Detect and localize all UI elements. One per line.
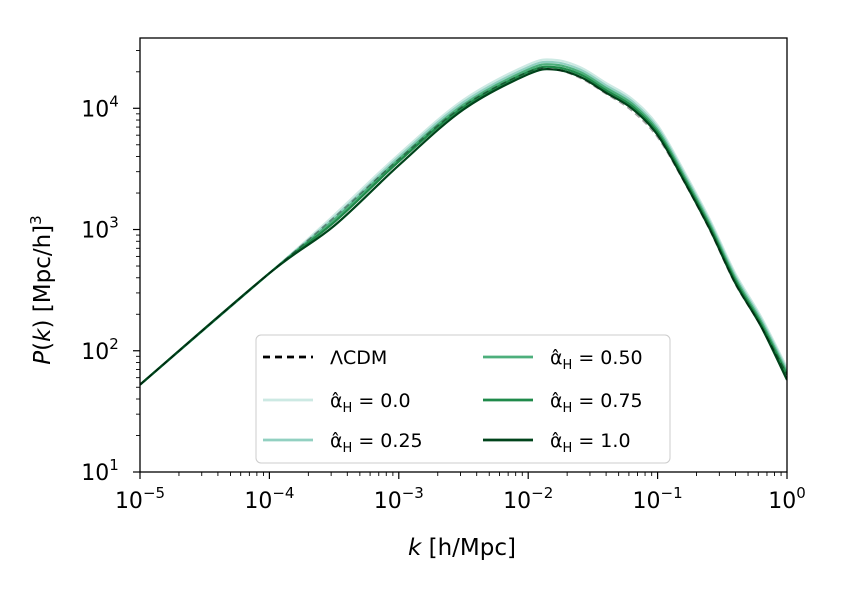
y-tick-label: 101 — [81, 456, 119, 486]
x-tick-label: 10−5 — [115, 484, 165, 514]
plot-area — [139, 37, 788, 473]
legend-label: α̂H = 0.50 — [550, 347, 643, 373]
legend: ΛCDM α̂H = 0.0 α̂H = 0.25 α̂H = 0.50 α̂H = 0… — [255, 334, 671, 464]
y-tick-label: 102 — [81, 335, 119, 365]
curve-alpha-h-1-0 — [140, 68, 787, 386]
y-tick-label: 104 — [81, 92, 119, 122]
x-tick-label: 10−3 — [374, 484, 424, 514]
curve-lcdm — [140, 67, 787, 386]
curves — [140, 58, 787, 386]
legend-label: ΛCDM — [330, 347, 387, 369]
legend-label: α̂H = 0.0 — [330, 390, 411, 416]
y-axis-label: P(k) [Mpc/h]3 — [27, 215, 56, 364]
legend-label: α̂H = 1.0 — [550, 430, 631, 456]
legend-label: α̂H = 0.25 — [330, 430, 423, 456]
legend-box — [255, 334, 671, 464]
x-axis-label: k [h/Mpc] — [408, 535, 516, 561]
x-axis-ticks: 10−5 10−4 10−3 10−2 10−1 100 — [115, 472, 806, 514]
y-tick-label: 103 — [81, 214, 119, 244]
plot-frame — [139, 37, 788, 473]
legend-label: α̂H = 0.75 — [550, 390, 643, 416]
x-tick-label: 10−1 — [633, 484, 683, 514]
x-tick-label: 10−4 — [244, 484, 294, 514]
x-tick-label: 100 — [768, 484, 806, 514]
y-axis-ticks: 101 102 103 104 — [81, 49, 140, 486]
x-tick-label: 10−2 — [503, 484, 553, 514]
